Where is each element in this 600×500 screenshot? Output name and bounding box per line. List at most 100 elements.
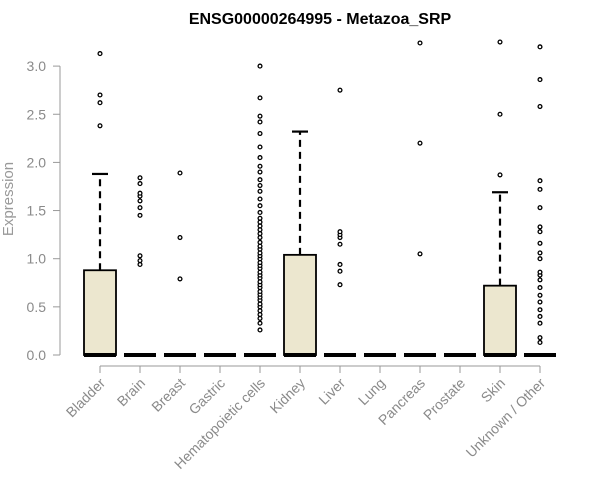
plot-area [83,39,556,357]
outlier-point [137,258,143,264]
box-group [244,63,276,357]
box-group [524,44,556,357]
box-group [83,51,117,357]
outlier-point [537,229,543,235]
y-axis-label: Expression [0,162,17,236]
outlier-point [97,123,103,129]
y-tick-label: 1.0 [27,251,47,267]
outlier-point [537,335,543,341]
outlier-point [417,251,423,257]
y-tick-label: 1.5 [27,203,47,219]
outlier-point [137,175,143,181]
y-axis: 0.0 0.5 1.0 1.5 2.0 2.5 3.0 [27,58,61,363]
outlier-point [177,276,183,282]
x-tick-label: Brain [114,375,148,409]
outlier-point [257,239,263,245]
outlier-point [537,307,543,313]
box-group [324,87,356,357]
outlier-point [177,170,183,176]
box-group [283,130,317,357]
outlier-point [537,339,543,346]
outlier-point [137,181,143,187]
box-group [164,170,196,357]
outlier-point [257,196,263,202]
outlier-point [97,100,103,106]
outlier-point [137,212,143,218]
outlier-point [497,111,503,117]
x-tick-label: Bladder [63,375,109,421]
outlier-point [257,182,263,189]
y-tick-label: 2.0 [27,154,47,170]
outlier-point [537,292,543,298]
outlier-point [537,250,543,256]
y-tick-label: 2.5 [27,106,47,122]
x-tick-label: Kidney [267,375,309,417]
outlier-point [257,130,263,137]
outlier-point [537,224,543,230]
outlier-point [257,163,263,169]
x-tick-label: Lung [355,375,388,408]
outlier-point [417,40,423,46]
outlier-point [137,190,143,196]
outlier-point [257,327,263,333]
outlier-point [537,313,543,320]
outlier-point [97,51,103,57]
outlier-point [257,113,263,119]
outlier-point [257,203,263,209]
outlier-point [257,215,263,221]
x-tick-label: Prostate [420,375,468,423]
box-rect [283,253,317,356]
outlier-point [137,205,143,211]
outlier-point [537,299,543,305]
outlier-point [537,269,543,275]
box-group [483,39,517,357]
outlier-point [417,140,423,146]
y-tick-label: 0.5 [27,299,47,315]
x-tick-label: Skin [478,375,509,406]
outlier-point [497,172,503,178]
outlier-point [537,178,543,184]
x-tick-label: Breast [148,375,188,415]
outlier-point [137,198,143,204]
outlier-point [537,320,543,326]
outlier-point [537,186,543,192]
outlier-point [537,205,543,211]
outlier-point [257,320,263,326]
outlier-point [537,256,543,262]
outlier-point [337,87,343,93]
outlier-point [337,282,343,288]
outlier-point [137,253,143,259]
outlier-point [537,77,543,83]
outlier-point [537,103,543,110]
chart-title: ENSG00000264995 - Metazoa_SRP [189,11,452,28]
outlier-point [257,188,263,194]
outlier-point [497,39,503,45]
outlier-point [257,119,263,125]
outlier-point [537,277,543,283]
x-tick-label: Liver [315,375,348,408]
outlier-point [537,285,543,291]
outlier-point [337,241,343,247]
outlier-point [337,229,343,235]
outlier-point [257,209,263,216]
outlier-point [257,155,263,161]
box-group [404,40,436,357]
box-rect [483,284,517,356]
outlier-point [537,240,543,246]
box-rect [83,269,117,356]
y-tick-label: 0.0 [27,347,47,363]
outlier-point [337,268,343,274]
outlier-point [257,169,263,175]
outlier-point [257,144,263,150]
outlier-point [257,177,263,183]
outlier-point [537,44,543,50]
outlier-point [337,261,343,268]
outlier-point [257,95,263,101]
outlier-point [97,92,103,98]
outlier-point [257,63,263,69]
outlier-point [177,234,183,241]
y-tick-label: 3.0 [27,58,47,74]
